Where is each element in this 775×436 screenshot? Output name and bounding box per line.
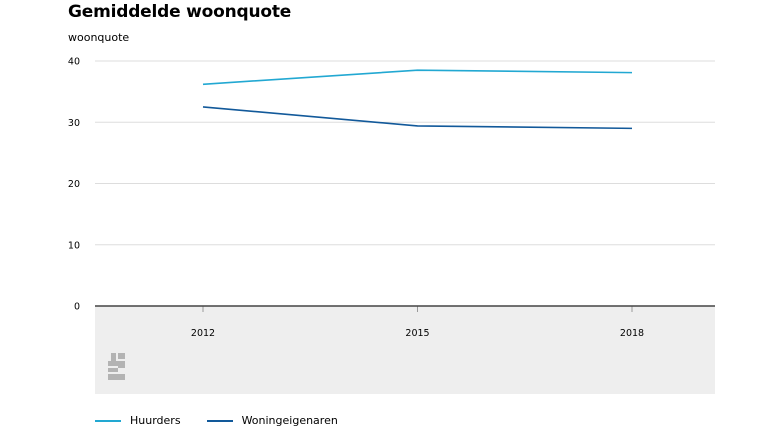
- legend: Huurders Woningeigenaren: [95, 414, 338, 427]
- series-line-huurders: [202, 69, 633, 86]
- y-tick-label: 40: [68, 57, 80, 68]
- y-tick-label: 20: [68, 179, 80, 190]
- y-tick-label: 10: [68, 240, 80, 251]
- grid-lines: [95, 60, 715, 246]
- y-axis-label: woonquote: [68, 31, 130, 44]
- y-tick-label: 30: [68, 118, 80, 129]
- legend-swatch: [95, 419, 121, 422]
- chart-title: Gemiddelde woonquote: [68, 2, 292, 22]
- legend-swatch: [206, 419, 233, 422]
- legend-label: Woningeigenaren: [241, 414, 338, 427]
- x-tick-label: 2012: [191, 328, 215, 339]
- legend-label: Huurders: [130, 414, 181, 427]
- cbs-logo-icon: [108, 353, 125, 380]
- y-tick-labels: 0 10 20 30 40: [68, 57, 80, 313]
- series-lines: [202, 69, 633, 130]
- x-tick-label: 2018: [620, 328, 644, 339]
- x-axis-band: [95, 306, 715, 394]
- legend-item-huurders[interactable]: Huurders: [95, 414, 181, 427]
- series-line-woningeigenaren: [202, 106, 633, 130]
- x-tick-label: 2015: [405, 328, 429, 339]
- y-tick-label: 0: [74, 302, 80, 313]
- x-tick-labels: 2012 2015 2018: [191, 306, 644, 339]
- legend-item-woningeigenaren[interactable]: Woningeigenaren: [206, 414, 338, 427]
